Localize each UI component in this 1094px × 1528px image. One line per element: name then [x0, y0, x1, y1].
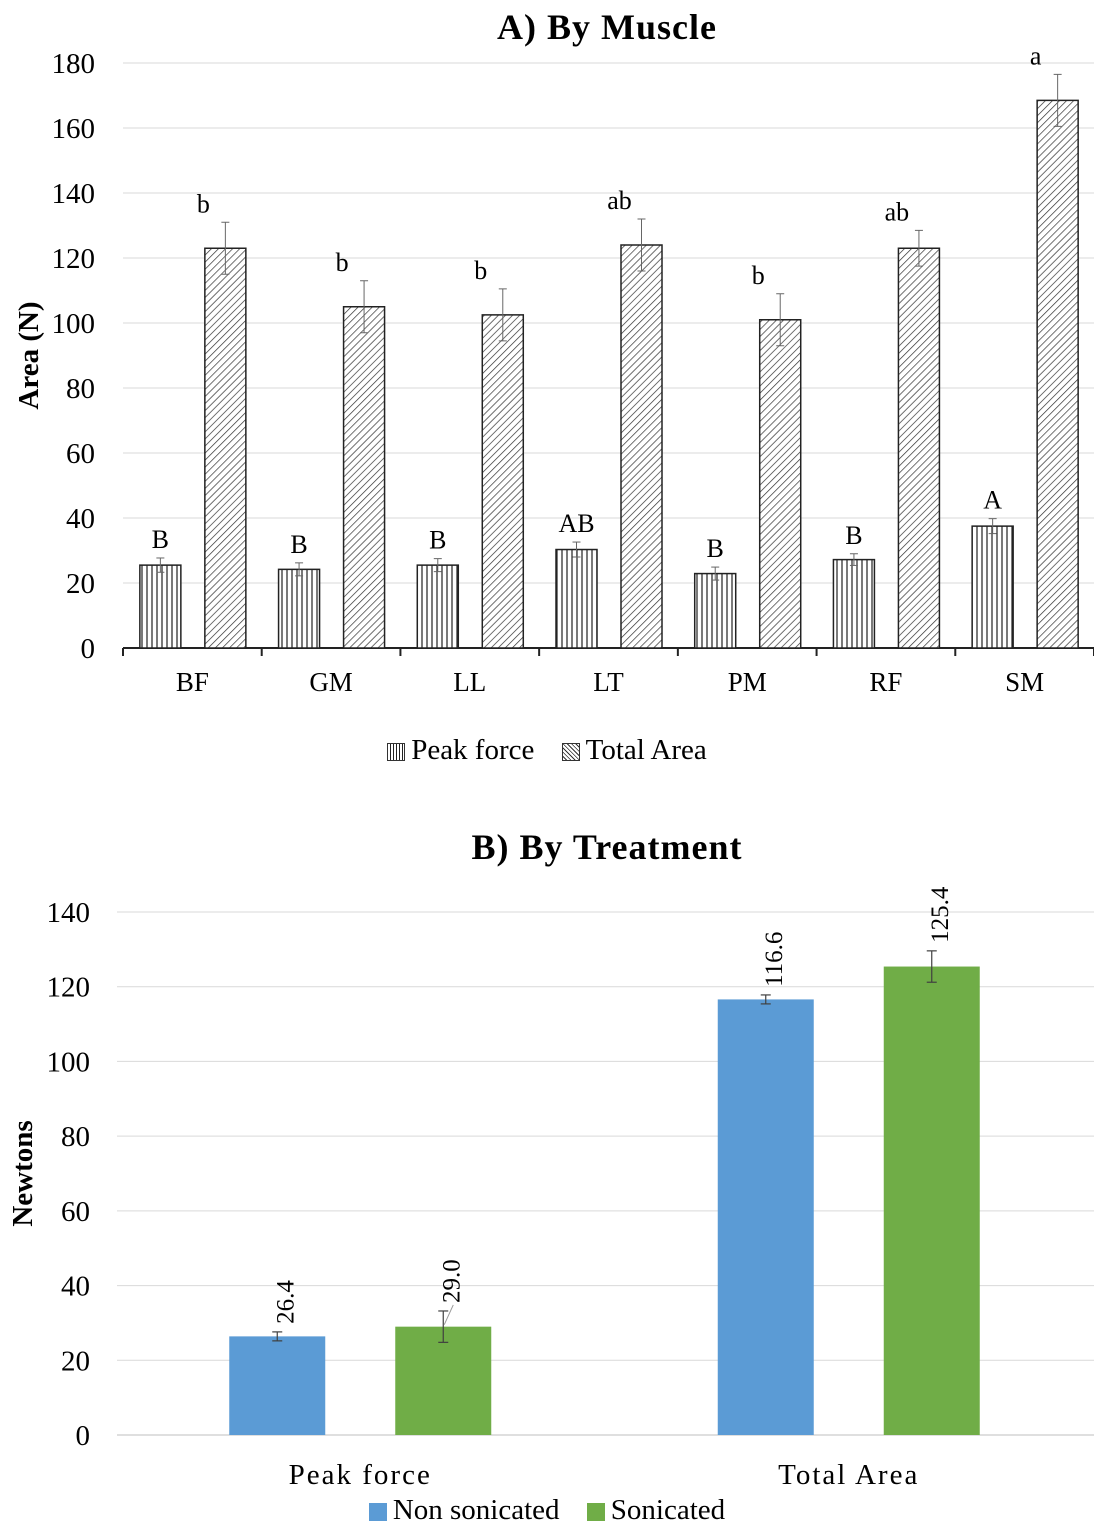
bar-total-area [481, 314, 525, 649]
significance-letter: B [845, 521, 862, 550]
chart-b-title: B) By Treatment [471, 827, 743, 867]
legend-item-total-area: Total Area [561, 734, 707, 767]
bar-peak-force [555, 548, 598, 649]
legend-label-non-sonicated: Non sonicated [392, 1494, 560, 1526]
total-area-swatch [561, 743, 580, 762]
x-tick-label: LL [453, 667, 486, 697]
x-tick-label: SM [1005, 667, 1044, 697]
bar-sonicated [883, 966, 980, 1435]
x-tick-label: BF [176, 667, 209, 697]
bar-peak-force [832, 558, 876, 649]
significance-letter: B [429, 526, 446, 555]
x-tick-label: Peak force [289, 1459, 432, 1490]
y-tick-label: 100 [47, 1046, 91, 1078]
legend-label-sonicated: Sonicated [610, 1494, 726, 1526]
y-axis-label: Area (N) [13, 301, 45, 409]
bar-peak-force [416, 564, 460, 649]
chart-a-title: A) By Muscle [497, 7, 717, 47]
y-tick-label: 40 [61, 1271, 90, 1303]
significance-letter: ab [885, 197, 910, 226]
data-label: 125.4 [927, 886, 954, 943]
significance-letter: a [1030, 41, 1042, 70]
bar-sonicated [395, 1326, 492, 1435]
significance-letter: B [290, 530, 307, 559]
y-tick-label: 60 [66, 438, 95, 470]
y-tick-label: 140 [52, 178, 96, 210]
bar-peak-force [139, 564, 182, 649]
y-tick-label: 80 [66, 373, 95, 405]
y-tick-label: 20 [66, 568, 95, 600]
x-tick-label: LT [593, 667, 624, 697]
significance-letter: B [707, 534, 724, 563]
significance-letter: b [197, 189, 210, 218]
x-tick-label: Total Area [778, 1459, 919, 1490]
bar-total-area [897, 247, 941, 649]
y-tick-label: 80 [61, 1121, 90, 1153]
peak-force-swatch [387, 743, 406, 762]
y-tick-label: 120 [52, 243, 96, 275]
significance-letter: B [152, 525, 169, 554]
significance-letter: b [752, 261, 765, 290]
legend-label-peak-force: Peak force [411, 734, 535, 766]
data-label-leader [443, 1304, 454, 1325]
y-tick-label: 140 [47, 897, 91, 929]
y-tick-label: 120 [47, 972, 91, 1004]
chart-a-legend: Peak force Total Area [0, 734, 1094, 767]
bar-total-area [758, 319, 802, 649]
bar-peak-force [693, 572, 737, 649]
x-tick-label: GM [309, 667, 353, 697]
legend-label-total-area: Total Area [585, 734, 707, 766]
legend-item-non-sonicated: Non sonicated [368, 1494, 560, 1527]
legend-item-peak-force: Peak force [387, 734, 534, 767]
data-label: 29.0 [438, 1259, 465, 1303]
bar-total-area [342, 306, 386, 649]
bar-total-area [204, 247, 247, 649]
y-tick-label: 60 [61, 1196, 90, 1228]
significance-letter: AB [558, 509, 594, 538]
y-tick-label: 100 [52, 308, 96, 340]
chart-b: 0 20 40 60 80 100 120 140 Newtons Peak force 26.4 2… [7, 886, 1094, 1490]
bar-total-area [620, 244, 663, 649]
y-tick-label: 0 [76, 1420, 91, 1452]
data-label: 26.4 [272, 1280, 299, 1324]
chart-b-legend: Non sonicated Sonicated [0, 1494, 1094, 1527]
y-tick-label: 160 [52, 113, 96, 145]
y-tick-label: 0 [81, 633, 96, 665]
significance-letter: b [336, 248, 349, 277]
x-tick-label: PM [728, 667, 767, 697]
sonicated-swatch [586, 1503, 605, 1522]
non-sonicated-swatch [368, 1503, 387, 1522]
bar-peak-force [277, 568, 321, 649]
significance-letter: ab [607, 186, 632, 215]
y-tick-label: 40 [66, 503, 95, 535]
bar-non-sonicated [229, 1336, 326, 1435]
y-tick-label: 180 [52, 48, 96, 80]
legend-item-sonicated: Sonicated [586, 1494, 726, 1527]
significance-letter: b [474, 256, 487, 285]
bar-non-sonicated [717, 999, 814, 1435]
y-axis-label: Newtons [7, 1120, 39, 1226]
x-tick-label: RF [869, 667, 902, 697]
significance-letter: A [983, 486, 1002, 515]
chart-a: 0 20 40 60 80 100 120 140 160 180 Area (N) BF Bb GM Bb… [13, 41, 1094, 697]
bar-peak-force [971, 525, 1014, 649]
data-label: 116.6 [761, 932, 788, 987]
y-tick-label: 20 [61, 1345, 90, 1377]
bar-total-area [1036, 99, 1079, 649]
